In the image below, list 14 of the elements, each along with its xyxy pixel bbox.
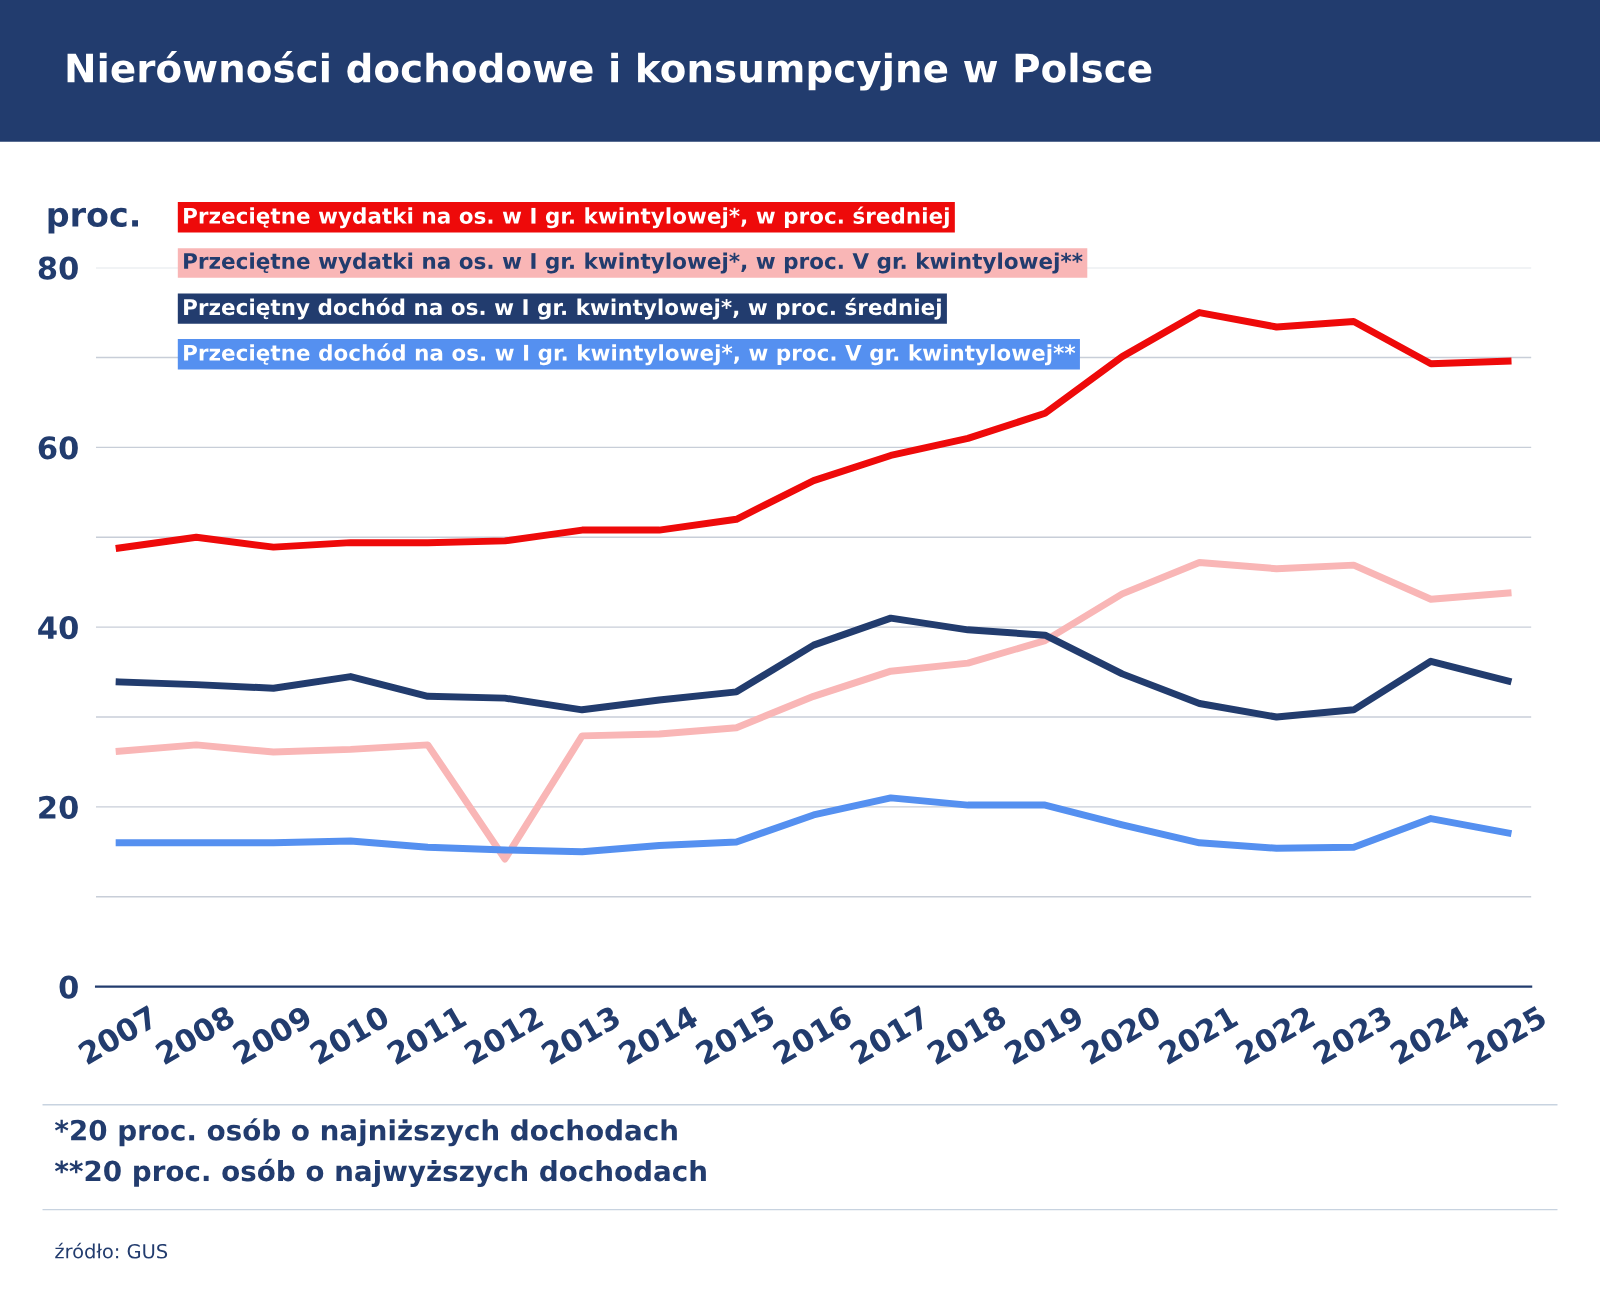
y-tick-label: 0 <box>59 975 78 999</box>
text: *20 proc. osób o najniższych dochodach <box>54 1118 677 1147</box>
y-tick-label: 40 <box>38 616 78 640</box>
y-tick-label: 60 <box>38 436 78 460</box>
text: źródło: GUS <box>55 1242 168 1259</box>
y-axis-title: proc. <box>48 207 138 234</box>
y-tick-label: 20 <box>39 795 78 819</box>
text: Przeciętny dochód na os. w I gr. kwintylowej*, w proc. średniej <box>184 297 941 320</box>
text: **20 proc. osób o najwyższych dochodach <box>54 1158 706 1188</box>
text: Przeciętne wydatki na os. w I gr. kwintylowej*, w proc. średniej <box>184 206 949 229</box>
text: Przeciętne wydatki na os. w I gr. kwintylowej*, w proc. V gr. kwintylowej** <box>184 252 1083 274</box>
y-tick-label: 80 <box>38 256 78 280</box>
text: Przeciętne dochód na os. w I gr. kwintylowej*, w proc. V gr. kwintylowej** <box>184 343 1076 366</box>
chart-title: Nierówności dochodowe i konsumpcyjne w Polsce <box>67 51 1152 91</box>
